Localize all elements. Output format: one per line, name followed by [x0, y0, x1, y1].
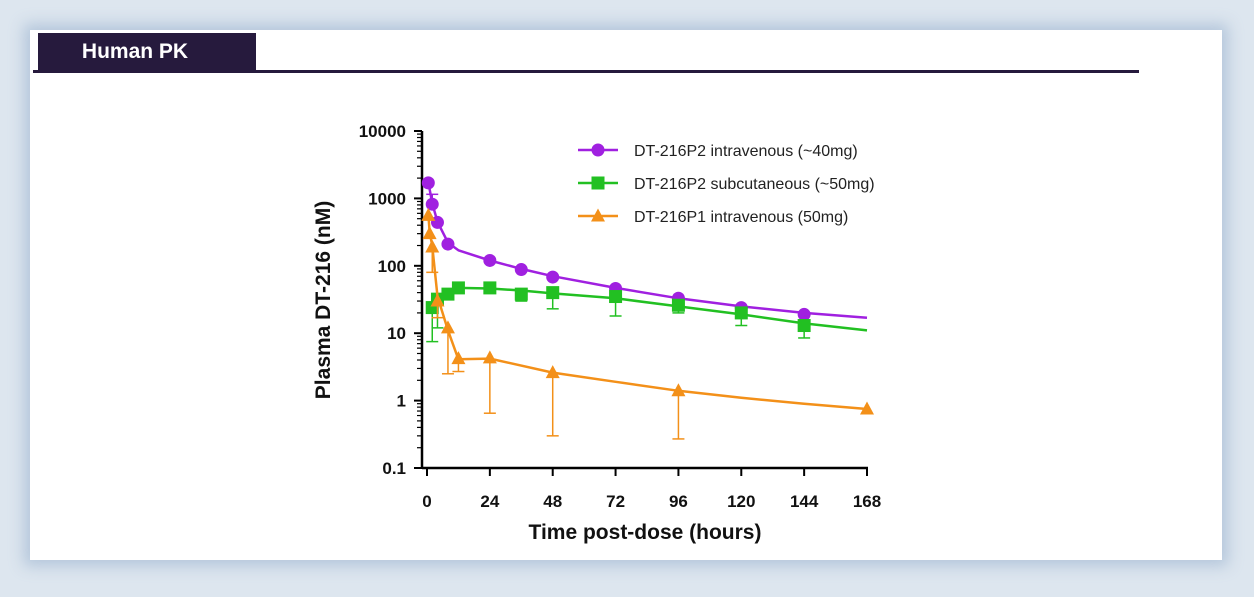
series-2-point	[860, 401, 874, 415]
x-tick-label: 48	[543, 492, 562, 511]
x-tick-label: 0	[422, 492, 431, 511]
series-2-point	[440, 320, 455, 334]
series-0-point	[425, 197, 439, 211]
series-1-point	[514, 287, 528, 301]
series-0-point	[483, 253, 497, 267]
series-1-point	[483, 281, 497, 295]
series-0-fit-line	[427, 181, 868, 319]
y-tick-label: 100	[378, 257, 406, 276]
series-2-point	[671, 383, 686, 397]
series-2-point	[482, 350, 497, 364]
x-axis-label: Time post-dose (hours)	[529, 521, 762, 544]
series-1-point	[797, 319, 811, 333]
series-2-point	[451, 351, 466, 365]
legend-label: DT-216P1 intravenous (50mg)	[634, 209, 848, 226]
legend-marker	[591, 176, 605, 190]
y-tick-label: 1000	[368, 189, 406, 208]
x-tick-label: 144	[790, 492, 819, 511]
x-tick-label: 24	[480, 492, 499, 511]
y-tick-label: 10000	[359, 122, 406, 141]
x-tick-label: 168	[853, 492, 881, 511]
series-2-point	[430, 293, 445, 307]
section-title-tab: Human PK	[38, 33, 256, 70]
series-1-point	[546, 286, 560, 300]
section-title: Human PK	[81, 39, 189, 63]
series-0-point	[441, 237, 455, 251]
y-tick-label: 10	[387, 324, 406, 343]
slide-card	[30, 30, 1222, 560]
series-1-point	[451, 281, 465, 295]
series-0-point	[546, 270, 560, 284]
x-tick-label: 120	[727, 492, 755, 511]
series-2-point	[425, 239, 440, 253]
legend-marker	[591, 208, 605, 222]
series-1-point	[671, 298, 685, 312]
legend-label: DT-216P2 intravenous (~40mg)	[634, 143, 858, 160]
series-1-point	[609, 290, 623, 304]
series-2-point	[421, 207, 436, 221]
series-0-point	[797, 307, 811, 321]
x-tick-label: 72	[606, 492, 625, 511]
y-axis-label: Plasma DT-216 (nM)	[312, 201, 335, 399]
legend-marker	[591, 143, 605, 157]
series-0-point	[514, 263, 528, 277]
series-0-point	[421, 176, 435, 190]
y-tick-label: 0.1	[382, 459, 406, 478]
legend-label: DT-216P2 subcutaneous (~50mg)	[634, 176, 875, 193]
series-1-point	[734, 306, 748, 320]
series-1-point	[441, 287, 455, 301]
y-tick-label: 1	[397, 392, 406, 411]
series-2-point	[422, 226, 437, 240]
series-2-point	[545, 365, 560, 379]
x-tick-label: 96	[669, 492, 688, 511]
section-divider	[33, 70, 1139, 73]
